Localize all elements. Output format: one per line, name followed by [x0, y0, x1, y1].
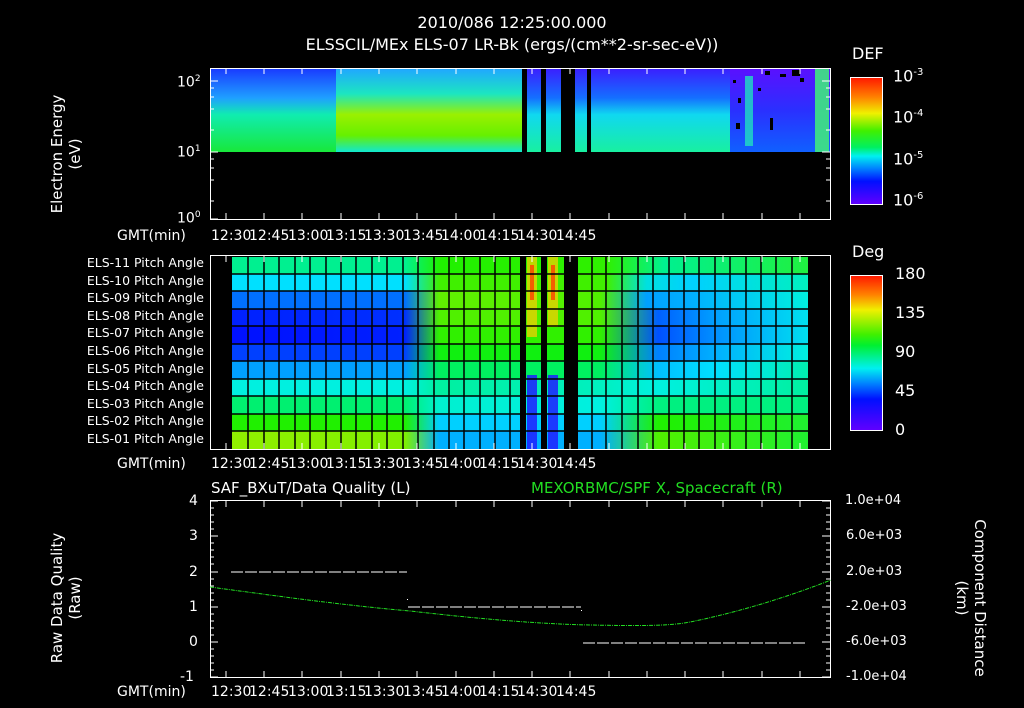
quality-line-plot	[210, 500, 831, 678]
time-tick: 13:45	[403, 228, 444, 244]
row-label: ELS-08 Pitch Angle	[86, 307, 204, 323]
time-tick: 13:00	[288, 684, 329, 700]
time-tick: 14:30	[517, 456, 558, 472]
quality-ytick: -1	[180, 669, 194, 685]
time-tick: 13:30	[364, 684, 405, 700]
def-colorbar-title: DEF	[852, 44, 884, 63]
deg-colorbar	[850, 275, 883, 431]
def-colorbar-label: 10-6	[893, 190, 924, 210]
time-tick: 14:30	[517, 684, 558, 700]
quality-time-axis: GMT(min) 12:30 12:45 13:00 13:15 13:30 1…	[0, 685, 1024, 701]
time-axis-label: GMT(min)	[117, 684, 186, 700]
pitch-time-axis: GMT(min) 12:30 12:45 13:00 13:15 13:30 1…	[0, 457, 1024, 473]
distance-ytick: -1.0e+04	[846, 669, 907, 684]
row-label: ELS-01 Pitch Angle	[86, 430, 204, 446]
deg-colorbar-title: Deg	[852, 242, 885, 261]
time-tick: 13:45	[403, 684, 444, 700]
row-label: ELS-09 Pitch Angle	[86, 290, 204, 306]
time-tick: 13:30	[364, 228, 405, 244]
quality-ytick: 2	[189, 564, 198, 580]
def-colorbar-label: 10-5	[893, 149, 924, 169]
plot-subtitle: ELSSCIL/MEx ELS-07 LR-Bk (ergs/(cm**2-sr…	[305, 35, 719, 54]
time-tick: 12:45	[249, 228, 290, 244]
time-tick: 12:45	[249, 684, 290, 700]
spf-x-title: MEXORBMC/SPF X, Spacecraft (R)	[531, 479, 783, 497]
distance-ytick: 1.0e+04	[845, 493, 902, 508]
energy-ytick-100: 102	[177, 74, 201, 91]
time-tick: 14:45	[556, 456, 597, 472]
time-tick: 13:15	[326, 228, 367, 244]
distance-ytick: 6.0e+03	[846, 528, 903, 543]
row-label: ELS-11 Pitch Angle	[86, 255, 204, 270]
energy-ytick-1: 100	[177, 210, 201, 227]
time-tick: 14:00	[441, 456, 482, 472]
distance-ytick: -2.0e+03	[846, 599, 907, 614]
deg-colorbar-label: 180	[895, 264, 926, 283]
time-tick: 12:30	[211, 684, 252, 700]
distance-ytick: 2.0e+03	[846, 564, 903, 579]
energy-ytick-10: 101	[177, 144, 201, 161]
time-tick: 13:30	[364, 456, 405, 472]
row-label: ELS-04 Pitch Angle	[86, 378, 204, 394]
row-label: ELS-03 Pitch Angle	[86, 395, 204, 411]
energy-time-axis: GMT(min) 12:30 12:45 13:00 13:15 13:30 1…	[0, 229, 1024, 245]
time-tick: 13:00	[288, 228, 329, 244]
time-tick: 14:00	[441, 228, 482, 244]
time-tick: 14:45	[556, 684, 597, 700]
time-tick: 13:45	[403, 456, 444, 472]
quality-title: SAF_BXuT/Data Quality (L)	[211, 479, 411, 497]
time-tick: 14:15	[479, 684, 520, 700]
pitch-angle-row-labels: ELS-11 Pitch Angle ELS-10 Pitch Angle EL…	[40, 255, 204, 451]
time-tick: 14:15	[479, 456, 520, 472]
time-axis-label: GMT(min)	[117, 456, 186, 472]
time-tick: 13:00	[288, 456, 329, 472]
energy-ylabel: Electron Energy (eV)	[48, 94, 84, 214]
time-tick: 12:45	[249, 456, 290, 472]
deg-colorbar-label: 45	[895, 381, 916, 400]
time-axis-label: GMT(min)	[117, 228, 186, 244]
plot-datetime: 2010/086 12:25:00.000	[417, 13, 607, 32]
quality-ytick: 0	[189, 634, 198, 650]
time-tick: 13:15	[326, 684, 367, 700]
quality-ytick: 1	[189, 599, 198, 615]
deg-colorbar-label: 0	[895, 420, 906, 439]
energy-spectrogram-panel	[210, 68, 831, 220]
def-colorbar	[850, 77, 883, 205]
energy-spectrogram	[210, 68, 831, 220]
pitch-angle-heatmap	[210, 255, 831, 450]
time-tick: 12:30	[211, 228, 252, 244]
row-label: ELS-07 Pitch Angle	[86, 325, 204, 341]
row-label: ELS-05 Pitch Angle	[86, 360, 204, 376]
row-label: ELS-06 Pitch Angle	[86, 342, 204, 358]
time-tick: 14:00	[441, 684, 482, 700]
deg-colorbar-label: 135	[895, 303, 926, 322]
row-label: ELS-02 Pitch Angle	[86, 413, 204, 429]
quality-ytick: 3	[189, 528, 198, 544]
quality-plot	[210, 500, 831, 678]
quality-ylabel: Raw Data Quality (Raw)	[48, 532, 84, 664]
deg-colorbar-label: 90	[895, 342, 916, 361]
time-tick: 14:45	[556, 228, 597, 244]
distance-ytick: -6.0e+03	[846, 634, 907, 649]
def-colorbar-label: 10-3	[893, 66, 924, 86]
time-tick: 12:30	[211, 456, 252, 472]
time-tick: 14:15	[479, 228, 520, 244]
def-colorbar-label: 10-4	[893, 107, 924, 127]
pitch-angle-panel	[210, 255, 831, 450]
time-tick: 14:30	[517, 228, 558, 244]
quality-ytick: 4	[189, 493, 198, 509]
row-label: ELS-10 Pitch Angle	[86, 272, 204, 288]
distance-ylabel: Component Distance (km)	[953, 519, 989, 677]
time-tick: 13:15	[326, 456, 367, 472]
